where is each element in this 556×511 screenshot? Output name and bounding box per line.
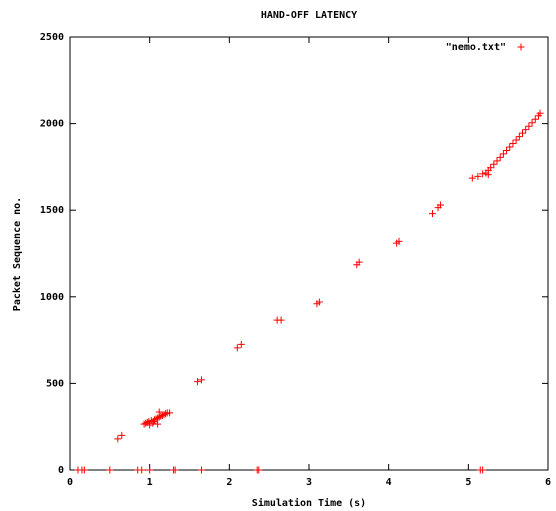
point bbox=[162, 410, 170, 418]
point bbox=[519, 129, 527, 137]
point bbox=[193, 378, 201, 386]
point bbox=[142, 419, 150, 427]
x-tick-label: 2 bbox=[226, 477, 232, 488]
point bbox=[496, 153, 504, 161]
x-tick-label: 0 bbox=[67, 477, 73, 488]
chart-title: HAND-OFF LATENCY bbox=[261, 10, 357, 21]
point bbox=[140, 420, 148, 428]
point bbox=[479, 170, 487, 178]
point bbox=[166, 409, 174, 417]
point bbox=[436, 201, 444, 209]
point bbox=[106, 466, 114, 474]
point bbox=[512, 136, 520, 144]
point bbox=[154, 420, 162, 428]
point bbox=[528, 119, 536, 127]
y-tick-label: 2500 bbox=[40, 32, 64, 43]
point bbox=[80, 466, 88, 474]
point bbox=[522, 126, 530, 134]
x-axis-label: Simulation Time (s) bbox=[252, 497, 366, 509]
point bbox=[355, 258, 363, 266]
point bbox=[158, 411, 166, 419]
point bbox=[490, 160, 498, 168]
point bbox=[525, 122, 533, 130]
point bbox=[395, 237, 403, 245]
point bbox=[171, 466, 179, 474]
point bbox=[114, 435, 122, 443]
point bbox=[150, 418, 158, 426]
point bbox=[531, 115, 539, 123]
point bbox=[150, 416, 158, 424]
y-tick-label: 0 bbox=[58, 465, 64, 476]
point bbox=[506, 143, 514, 151]
x-tick-label: 3 bbox=[306, 477, 312, 488]
y-axis-label: Packet Sequence no. bbox=[12, 197, 23, 311]
x-tick-label: 6 bbox=[545, 477, 551, 488]
y-tick-label: 2000 bbox=[40, 119, 64, 130]
y-tick-label: 500 bbox=[46, 378, 64, 389]
y-tick-label: 1000 bbox=[40, 292, 64, 303]
point bbox=[484, 171, 492, 179]
x-tick-label: 1 bbox=[147, 477, 153, 488]
point bbox=[146, 421, 154, 429]
point bbox=[515, 133, 523, 141]
legend-label: "nemo.txt" bbox=[446, 42, 506, 53]
point bbox=[154, 414, 162, 422]
point bbox=[503, 146, 511, 154]
legend-marker bbox=[517, 43, 525, 51]
point bbox=[277, 316, 285, 324]
point bbox=[428, 210, 436, 218]
point bbox=[468, 174, 476, 182]
x-tick-label: 4 bbox=[386, 477, 392, 488]
x-tick-label: 5 bbox=[465, 477, 471, 488]
point bbox=[233, 344, 241, 352]
point bbox=[474, 172, 482, 180]
point bbox=[255, 466, 263, 474]
point bbox=[197, 376, 205, 384]
y-tick-label: 1500 bbox=[40, 205, 64, 216]
point bbox=[315, 298, 323, 306]
point bbox=[118, 431, 126, 439]
point bbox=[479, 466, 487, 474]
point bbox=[155, 408, 163, 416]
point bbox=[138, 466, 146, 474]
point bbox=[157, 412, 165, 420]
point bbox=[493, 157, 501, 165]
plot-frame bbox=[69, 36, 549, 471]
point bbox=[160, 411, 168, 419]
point bbox=[509, 140, 517, 148]
point bbox=[149, 419, 157, 427]
point bbox=[487, 164, 495, 172]
point bbox=[197, 466, 205, 474]
point bbox=[536, 109, 544, 117]
point bbox=[499, 150, 507, 158]
point bbox=[146, 466, 154, 474]
point bbox=[237, 340, 245, 348]
